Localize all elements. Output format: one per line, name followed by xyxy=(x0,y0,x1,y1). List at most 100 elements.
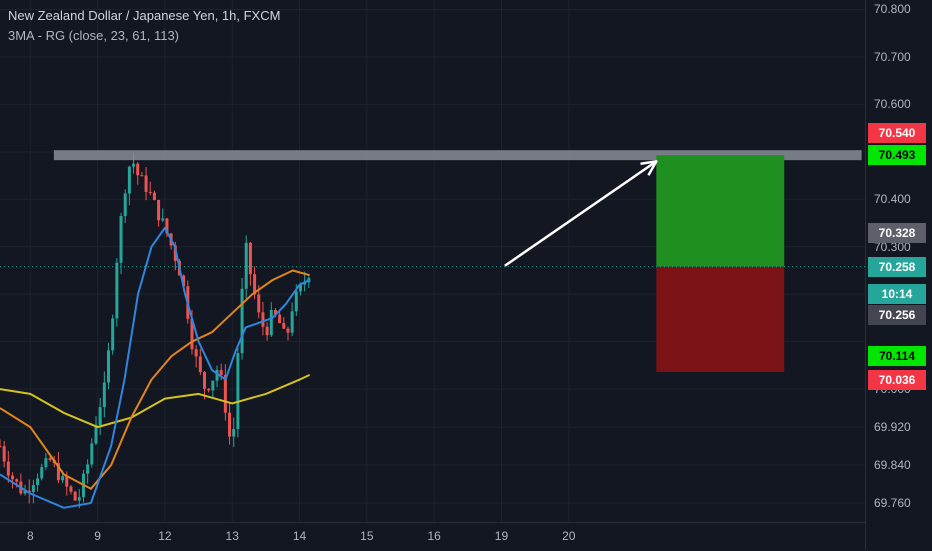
candle-body xyxy=(161,218,165,221)
price-tick-label: 69.920 xyxy=(874,420,911,435)
candle-body xyxy=(182,275,186,287)
indicator-label[interactable]: 3MA - RG (close, 23, 61, 113) xyxy=(8,28,179,43)
candle-body xyxy=(36,478,40,486)
candle-body xyxy=(6,461,10,476)
candle-body xyxy=(232,429,236,437)
candle-body xyxy=(223,374,227,413)
candle-body xyxy=(132,163,136,167)
candle-body xyxy=(194,349,198,357)
candle-body xyxy=(248,242,252,275)
candle-body xyxy=(157,199,161,221)
candle-body xyxy=(77,497,81,501)
candle-body xyxy=(86,464,90,474)
candle-body xyxy=(27,490,31,492)
candle-body xyxy=(265,326,269,336)
moving-average-fast xyxy=(0,226,311,509)
candle-body xyxy=(290,311,294,333)
time-axis[interactable]: 8 9 12 13 14 15 16 19 20 xyxy=(0,522,865,551)
symbol-title[interactable]: New Zealand Dollar / Japanese Yen, 1h, F… xyxy=(8,8,281,23)
candle-body xyxy=(69,486,73,492)
arrow-head xyxy=(640,160,658,176)
candle-body xyxy=(98,407,102,425)
price-label: 70.036 xyxy=(868,369,926,390)
candle-body xyxy=(198,356,202,372)
candle-body xyxy=(257,294,261,313)
arrow-shaft xyxy=(504,160,658,267)
candle-body xyxy=(228,412,232,437)
candle-body xyxy=(111,318,115,351)
candle-body xyxy=(244,242,248,289)
price-tick-label: 70.600 xyxy=(874,97,911,112)
time-tick-label: 9 xyxy=(94,529,101,543)
candle-body xyxy=(73,491,77,501)
candle-body xyxy=(61,476,65,481)
candle-body xyxy=(123,193,127,217)
candle-body xyxy=(44,458,48,468)
candle-body xyxy=(152,192,156,200)
candle-body xyxy=(23,490,27,494)
price-tick-label: 70.800 xyxy=(874,2,911,17)
candle-body xyxy=(102,382,106,408)
candle-body xyxy=(211,380,215,391)
time-tick-label: 15 xyxy=(360,529,374,543)
price-axis[interactable]: 70.80070.70070.60070.40070.30070.00069.9… xyxy=(865,0,932,550)
moving-average-mid xyxy=(0,269,310,490)
candle-body xyxy=(40,467,44,479)
candle-body xyxy=(0,446,2,448)
time-tick-label: 14 xyxy=(292,529,307,543)
candle-body xyxy=(261,312,265,327)
resistance-band xyxy=(53,150,862,161)
candle-body xyxy=(48,458,52,461)
candle-body xyxy=(107,350,111,383)
candle-body xyxy=(253,274,257,295)
stop-zone xyxy=(656,266,785,373)
price-label: 70.493 xyxy=(868,145,926,166)
candle-body xyxy=(173,245,177,261)
candle-body xyxy=(294,291,298,312)
price-label: 10:14 xyxy=(868,284,926,305)
chart-area[interactable]: New Zealand Dollar / Japanese Yen, 1h, F… xyxy=(0,0,865,522)
candle-body xyxy=(286,328,290,333)
candle-body xyxy=(15,479,19,482)
time-tick-label: 12 xyxy=(158,529,172,543)
candle-body xyxy=(94,424,98,444)
candle-body xyxy=(136,163,140,176)
time-tick-label: 20 xyxy=(562,529,576,543)
candle-body xyxy=(11,475,15,480)
time-tick-label: 8 xyxy=(26,529,34,543)
chart-legend: New Zealand Dollar / Japanese Yen, 1h, F… xyxy=(8,6,280,46)
candle-body xyxy=(240,288,244,354)
time-tick-label: 13 xyxy=(225,529,239,543)
candle-body xyxy=(65,476,69,487)
price-label: 70.258 xyxy=(868,256,926,277)
candle-body xyxy=(282,323,286,329)
candle-body xyxy=(2,446,6,462)
chart-svg[interactable] xyxy=(0,0,865,522)
candle-body xyxy=(115,262,119,319)
price-tick-label: 70.400 xyxy=(874,192,911,207)
candle-body xyxy=(273,310,277,315)
time-tick-label: 16 xyxy=(427,529,441,543)
target-zone xyxy=(656,155,785,267)
price-tick-label: 69.760 xyxy=(874,496,911,511)
candle-body xyxy=(90,443,94,465)
candle-body xyxy=(144,175,148,192)
candle-body xyxy=(278,314,282,324)
candle-body xyxy=(140,175,144,177)
candle-body xyxy=(56,463,60,481)
price-tick-label: 69.840 xyxy=(874,458,911,473)
price-label: 70.328 xyxy=(868,223,926,244)
candle-body xyxy=(269,310,273,336)
price-label: 70.256 xyxy=(868,305,926,326)
candle-body xyxy=(190,318,194,350)
moving-average-slow xyxy=(0,373,311,429)
candle-body xyxy=(119,216,123,263)
price-label: 70.114 xyxy=(868,345,926,366)
candle-body xyxy=(298,284,302,292)
candle-body xyxy=(219,369,223,375)
price-tick-label: 70.700 xyxy=(874,49,911,64)
candle-body xyxy=(127,166,131,194)
candle-body xyxy=(165,218,169,234)
candle-body xyxy=(236,353,240,430)
candle-body xyxy=(148,191,152,193)
